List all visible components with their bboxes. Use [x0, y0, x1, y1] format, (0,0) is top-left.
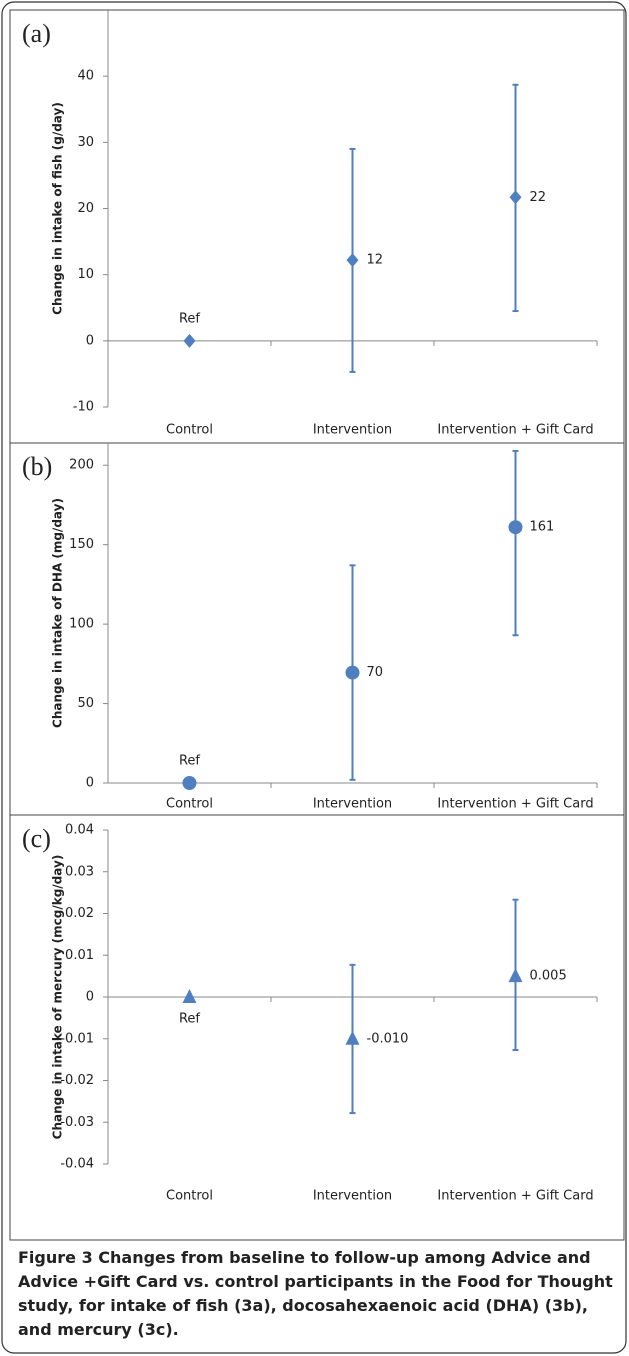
marker — [345, 665, 360, 680]
y-tick-label: 150 — [69, 537, 94, 552]
y-tick-label: 10 — [77, 267, 94, 282]
y-tick-label: -0.01 — [60, 1031, 94, 1046]
y-tick-label: 0.04 — [65, 823, 94, 838]
panel-border — [9, 442, 625, 816]
y-tick-label: 200 — [69, 458, 94, 473]
marker — [182, 989, 197, 1003]
data-label: 70 — [367, 665, 384, 680]
data-label: Ref — [179, 754, 200, 769]
marker — [508, 968, 523, 983]
data-label: 12 — [367, 253, 384, 268]
panel-border — [9, 9, 625, 444]
y-tick-label: 50 — [77, 696, 94, 711]
data-label: 0.005 — [530, 969, 567, 984]
y-tick-label: 0 — [86, 990, 94, 1005]
x-tick-label: Intervention — [313, 797, 392, 812]
x-tick-label: Intervention — [313, 423, 392, 438]
y-tick-label: 0.01 — [65, 948, 94, 963]
data-label: -0.010 — [367, 1031, 409, 1046]
caption-label: Figure 3 — [18, 1248, 93, 1267]
data-label: Ref — [179, 1012, 200, 1027]
y-axis-label: Change in intake of DHA (mg/day) — [51, 498, 65, 728]
marker — [183, 333, 196, 348]
caption-text: Changes from baseline to follow-up among… — [18, 1248, 613, 1339]
marker — [345, 1030, 360, 1045]
data-label: Ref — [179, 311, 200, 326]
x-tick-label: Intervention + Gift Card — [437, 1189, 593, 1204]
y-tick-label: 20 — [77, 201, 94, 216]
y-tick-label: 30 — [77, 135, 94, 150]
y-tick-label: 0.02 — [65, 906, 94, 921]
y-tick-label: 0 — [86, 776, 94, 791]
marker — [508, 520, 523, 535]
x-tick-label: Intervention + Gift Card — [437, 423, 593, 438]
marker — [509, 190, 522, 205]
y-tick-label: -10 — [73, 400, 94, 415]
x-tick-label: Control — [166, 797, 213, 812]
x-tick-label: Control — [166, 1189, 213, 1204]
marker — [346, 253, 359, 268]
y-axis-label: Change in intake of mercury (mcg/kg/day) — [51, 855, 65, 1140]
y-tick-label: -0.03 — [60, 1115, 94, 1130]
data-label: 22 — [530, 190, 547, 205]
marker — [182, 776, 197, 790]
x-tick-label: Intervention — [313, 1189, 392, 1204]
y-tick-label: -0.04 — [60, 1157, 94, 1172]
data-label: 161 — [530, 520, 555, 535]
panel-label: (a) — [22, 19, 51, 48]
y-tick-label: 40 — [77, 69, 94, 84]
y-axis-label: Change in intake of fish (g/day) — [51, 102, 65, 315]
y-tick-label: 0.03 — [65, 864, 94, 879]
panel-label: (b) — [22, 452, 52, 481]
panel-border — [9, 814, 625, 1241]
x-tick-label: Intervention + Gift Card — [437, 797, 593, 812]
y-tick-label: -0.02 — [60, 1073, 94, 1088]
x-tick-label: Control — [166, 423, 213, 438]
y-tick-label: 100 — [69, 617, 94, 632]
panel-label: (c) — [22, 824, 51, 853]
y-tick-label: 0 — [86, 333, 94, 348]
caption: Figure 3 Changes from baseline to follow… — [18, 1246, 614, 1342]
